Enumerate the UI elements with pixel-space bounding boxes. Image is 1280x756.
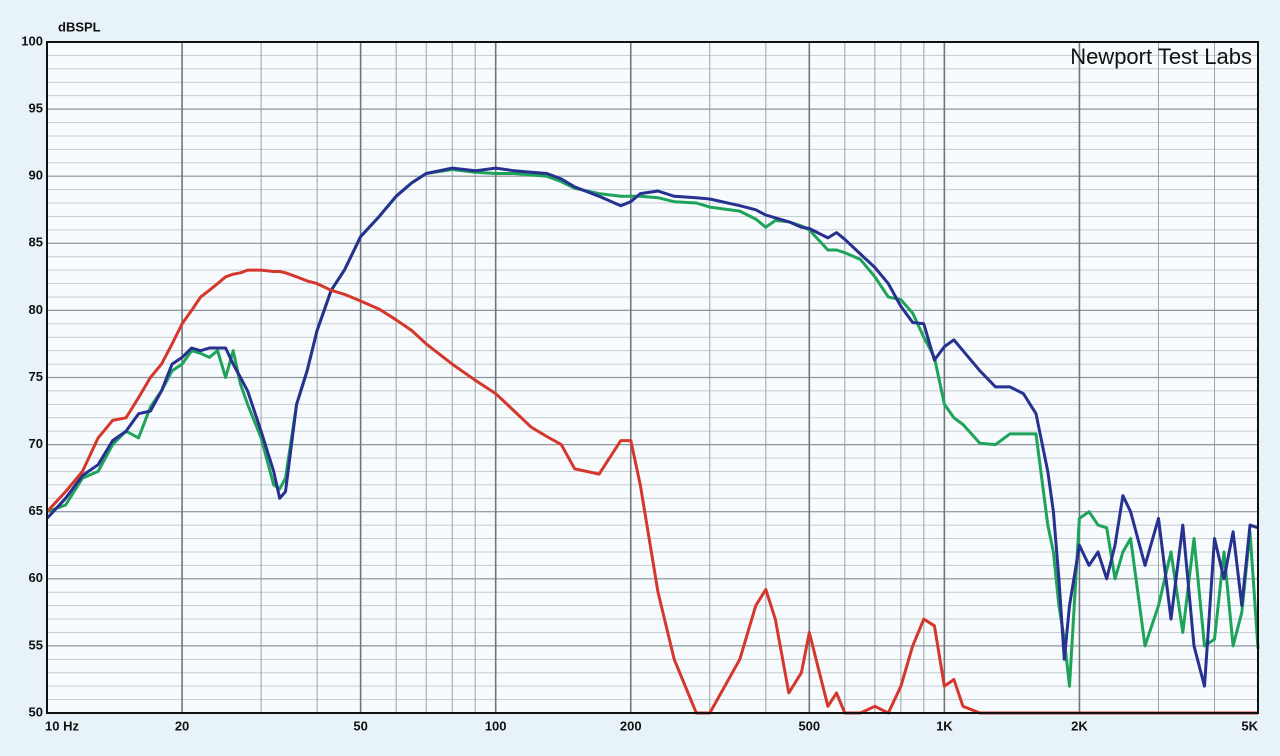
x-tick-label: 500	[798, 718, 820, 733]
series-line	[46, 168, 1260, 688]
annotation: Newport Test Labs	[1070, 44, 1252, 69]
x-tick-label: 100	[485, 718, 507, 733]
x-tick-label: 5K	[1241, 718, 1258, 733]
y-axis-label: dBSPL	[58, 19, 101, 34]
y-tick-label: 80	[29, 302, 43, 317]
y-tick-label: 70	[29, 436, 43, 451]
y-tick-label: 85	[29, 235, 43, 250]
y-tick-label: 100	[21, 33, 43, 48]
plot-frame	[46, 41, 1259, 714]
x-tick-label: 50	[353, 718, 367, 733]
x-tick-label: 1K	[936, 718, 953, 733]
x-tick-label: 2K	[1071, 718, 1088, 733]
y-tick-label: 60	[29, 570, 43, 585]
x-tick-label: 10 Hz	[45, 718, 79, 733]
y-tick-label: 95	[29, 101, 43, 116]
y-tick-label: 55	[29, 637, 43, 652]
y-tick-label: 75	[29, 369, 43, 384]
x-tick-label: 200	[620, 718, 642, 733]
x-tick-label: 20	[175, 718, 189, 733]
series-line	[45, 166, 1259, 688]
y-tick-label: 65	[29, 503, 43, 518]
y-tick-label: 90	[29, 168, 43, 183]
y-tick-label: 50	[29, 704, 43, 719]
